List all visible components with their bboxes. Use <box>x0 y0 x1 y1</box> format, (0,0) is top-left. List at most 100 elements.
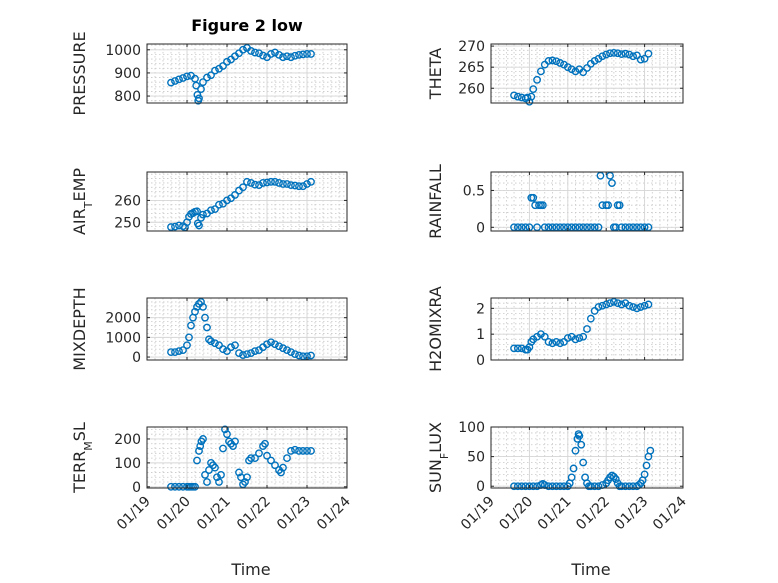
data-point <box>295 351 303 360</box>
data-point <box>171 482 179 491</box>
data-point <box>644 49 653 58</box>
data-point <box>633 304 641 313</box>
data-point <box>255 449 263 458</box>
data-point <box>533 75 541 84</box>
axes-frame <box>146 297 348 361</box>
data-point <box>617 50 626 59</box>
data-point <box>179 74 187 82</box>
data-point <box>611 475 620 484</box>
data-point <box>221 425 229 434</box>
data-point <box>579 458 588 467</box>
data-point <box>510 344 518 353</box>
y-tick-label: 260 <box>458 81 485 97</box>
data-point <box>213 473 221 482</box>
data-point <box>640 54 649 63</box>
data-point <box>255 49 263 58</box>
series-pressure <box>167 44 315 105</box>
data-point <box>279 180 287 188</box>
data-point <box>167 78 175 87</box>
data-point <box>191 74 199 83</box>
data-point <box>529 193 538 202</box>
x-tick-label: 01/21 <box>194 494 234 534</box>
x-axis-label: Time <box>230 560 270 579</box>
data-point <box>251 180 259 189</box>
data-point <box>167 348 175 357</box>
data-point <box>598 52 607 61</box>
data-point <box>191 307 199 316</box>
data-point <box>577 440 586 449</box>
y-tick-label: 100 <box>114 456 141 472</box>
data-point <box>215 341 223 350</box>
data-point <box>167 482 175 491</box>
data-point <box>525 482 534 491</box>
x-tick-label: 01/22 <box>234 494 274 534</box>
data-point <box>636 303 645 311</box>
data-point <box>231 437 239 446</box>
y-tick-label: 1000 <box>105 330 141 346</box>
data-point <box>291 350 299 358</box>
data-point <box>529 85 538 93</box>
data-point <box>287 181 295 190</box>
data-point <box>199 78 207 87</box>
x-axis-label: Time <box>570 560 610 579</box>
data-point <box>590 56 599 65</box>
data-point <box>609 297 618 306</box>
y-tick-label: 1 <box>476 327 485 343</box>
data-point <box>277 468 285 477</box>
data-point <box>183 72 191 81</box>
data-point <box>239 351 247 359</box>
subplot-mixdepth: 0 1000 2000 MIXDEPTH <box>70 287 348 371</box>
data-point <box>271 461 279 470</box>
data-point <box>205 335 213 344</box>
y-tick-label: 270 <box>458 39 485 55</box>
data-point <box>291 445 299 454</box>
data-point <box>602 300 611 309</box>
data-point <box>529 482 538 491</box>
data-point <box>307 50 315 58</box>
data-point <box>575 334 584 342</box>
axes-frame <box>490 43 684 104</box>
data-point <box>203 323 211 332</box>
data-point <box>263 340 271 349</box>
data-point <box>537 67 545 76</box>
data-point <box>203 73 211 82</box>
data-point <box>544 338 553 346</box>
data-point <box>586 314 595 323</box>
data-point <box>207 337 215 346</box>
data-point <box>625 301 634 310</box>
data-point <box>201 470 209 479</box>
data-point <box>548 56 557 65</box>
data-point <box>231 191 239 199</box>
data-point <box>548 482 557 491</box>
x-tick-label: 01/20 <box>154 494 194 534</box>
y-tick-label: 250 <box>114 215 141 231</box>
data-point <box>590 482 599 491</box>
data-point <box>239 183 247 192</box>
data-point <box>303 180 311 188</box>
data-point <box>193 456 201 465</box>
y-axis-label: TERRMSL <box>70 422 95 494</box>
data-point <box>203 478 211 486</box>
y-tick-label: 2 <box>476 301 485 317</box>
data-point <box>211 339 219 348</box>
data-point <box>299 352 307 361</box>
data-point <box>513 482 522 491</box>
y-axis-label: THETA <box>426 48 445 100</box>
y-tick-label: 265 <box>458 60 485 76</box>
data-point <box>307 177 315 186</box>
data-point <box>646 446 655 455</box>
data-point <box>295 447 303 455</box>
y-tick-label: 260 <box>114 193 141 209</box>
axes-frame <box>146 426 348 489</box>
data-point <box>223 430 231 439</box>
data-point <box>299 50 307 59</box>
data-point <box>642 461 651 470</box>
data-point <box>251 48 259 57</box>
data-point <box>625 482 634 491</box>
data-point <box>291 51 299 60</box>
data-point <box>175 75 183 84</box>
data-point <box>598 301 607 310</box>
grid <box>146 172 348 232</box>
data-point <box>219 444 227 453</box>
data-point <box>195 221 203 230</box>
